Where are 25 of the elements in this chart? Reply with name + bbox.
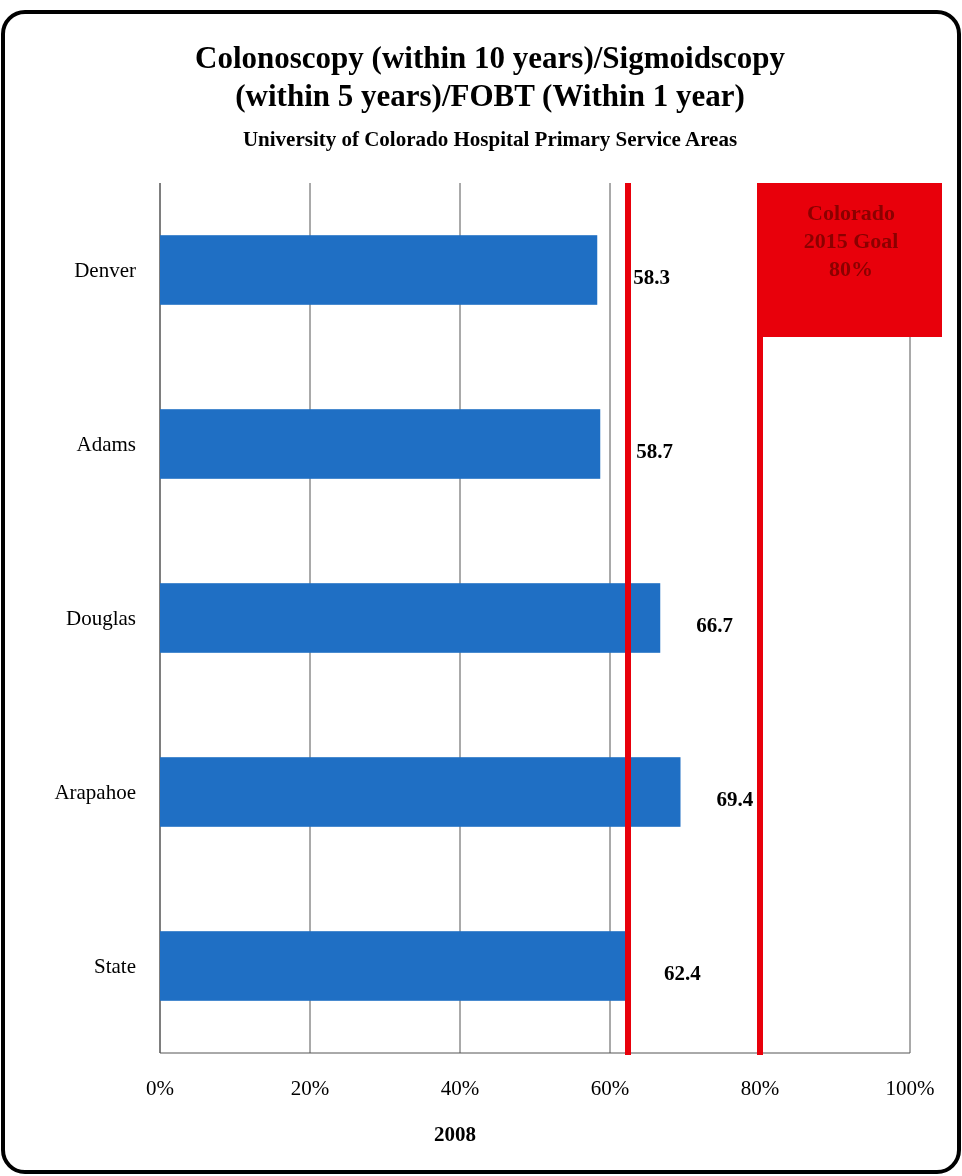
bar <box>160 409 601 479</box>
y-tick-label: Denver <box>74 258 136 282</box>
bar <box>160 757 681 827</box>
data-label: 69.4 <box>716 787 754 811</box>
chart-subtitle: University of Colorado Hospital Primary Service Areas <box>242 127 738 151</box>
y-tick-label: Arapahoe <box>54 780 136 804</box>
x-tick-label: 20% <box>290 1076 330 1100</box>
x-tick-label: 100% <box>885 1076 935 1100</box>
bar <box>160 235 598 305</box>
x-tick-label: 80% <box>740 1076 780 1100</box>
ref-line-label: Colorado 2015 Goal 80% <box>803 200 899 281</box>
chart-title: Colonoscopy (within 10 years)/Sigmoidscopy (within 5 years)/FOBT (Within 1 year) <box>195 40 786 113</box>
bar <box>160 931 628 1001</box>
x-tick-label: 0% <box>146 1076 174 1100</box>
data-label: 58.7 <box>636 439 673 463</box>
bar <box>160 583 661 653</box>
x-tick-label: 40% <box>440 1076 480 1100</box>
data-label: 58.3 <box>633 265 670 289</box>
y-tick-label: State <box>94 954 136 978</box>
data-label: 62.4 <box>664 961 702 985</box>
y-tick-label: Douglas <box>66 606 136 630</box>
x-tick-label: 60% <box>590 1076 630 1100</box>
data-label: 66.7 <box>696 613 733 637</box>
y-tick-label: Adams <box>76 432 136 456</box>
x-axis-title: 2008 <box>434 1122 476 1146</box>
